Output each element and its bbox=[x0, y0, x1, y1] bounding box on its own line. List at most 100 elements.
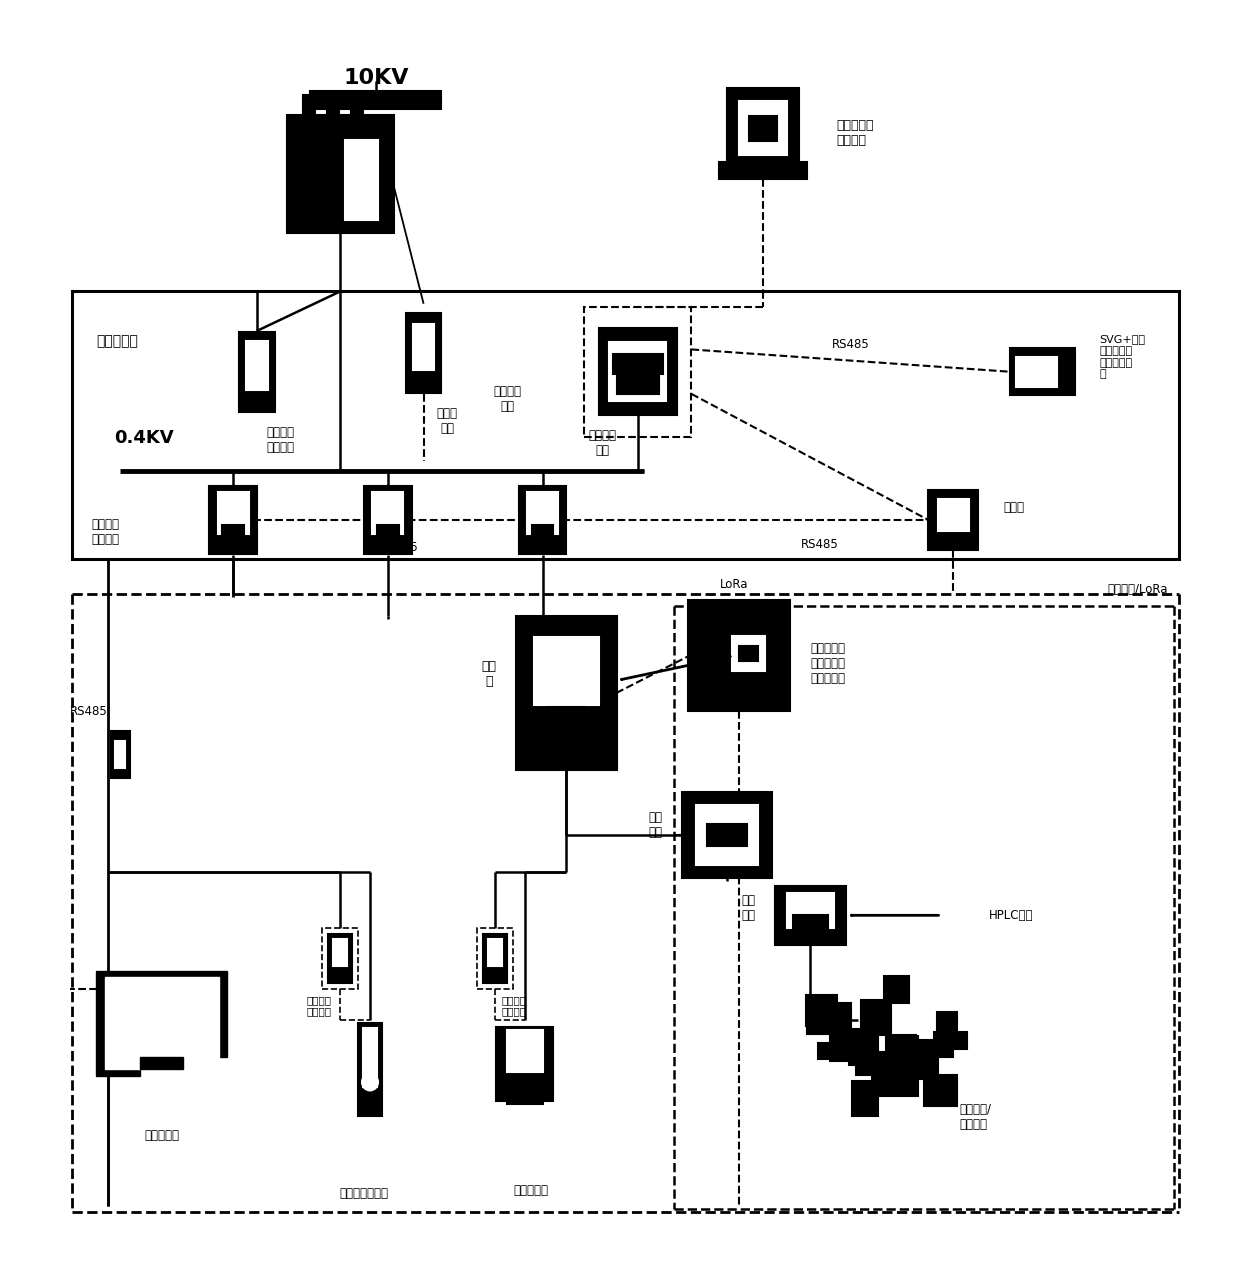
Bar bbox=[857, 1051, 894, 1075]
Bar bbox=[363, 1028, 377, 1088]
Bar bbox=[372, 492, 403, 534]
Bar bbox=[903, 1058, 937, 1079]
Bar bbox=[329, 934, 352, 983]
Bar bbox=[210, 486, 257, 553]
Bar bbox=[247, 341, 268, 390]
Bar bbox=[749, 116, 777, 140]
Text: SVG+电容
器，三相不
平衡调补装
置: SVG+电容 器，三相不 平衡调补装 置 bbox=[1100, 335, 1146, 380]
Text: 10KV: 10KV bbox=[343, 68, 409, 88]
Bar bbox=[110, 731, 129, 779]
Bar bbox=[1016, 356, 1058, 386]
Bar bbox=[304, 95, 315, 120]
Bar bbox=[688, 600, 790, 712]
Bar bbox=[830, 1028, 868, 1062]
Bar bbox=[532, 525, 553, 539]
Bar bbox=[222, 525, 244, 539]
Bar bbox=[487, 938, 502, 967]
Text: 0.4KV: 0.4KV bbox=[114, 430, 174, 448]
Bar bbox=[910, 1040, 954, 1058]
Bar bbox=[884, 976, 909, 1003]
Bar bbox=[496, 1027, 553, 1100]
Text: RS485: RS485 bbox=[381, 541, 419, 553]
Bar bbox=[739, 102, 786, 156]
Bar bbox=[527, 492, 558, 534]
Bar bbox=[849, 1031, 878, 1064]
Bar bbox=[707, 824, 748, 846]
Text: HPLC模块: HPLC模块 bbox=[990, 909, 1033, 921]
Bar bbox=[334, 938, 347, 967]
Bar bbox=[477, 928, 513, 990]
Text: 分布式储能: 分布式储能 bbox=[144, 1129, 180, 1142]
Text: 配电自动化
主站系统: 配电自动化 主站系统 bbox=[837, 120, 874, 147]
Text: 温度传
感器: 温度传 感器 bbox=[436, 407, 458, 435]
Bar bbox=[852, 1081, 878, 1116]
Bar bbox=[310, 91, 441, 108]
Bar bbox=[719, 162, 807, 179]
Bar bbox=[507, 1090, 543, 1104]
Bar bbox=[682, 792, 771, 878]
Text: 电动汽车充电桩: 电动汽车充电桩 bbox=[340, 1187, 388, 1199]
Text: 低压智能
配电开关: 低压智能 配电开关 bbox=[92, 519, 120, 546]
Bar bbox=[861, 1000, 892, 1036]
Text: 集中器: 集中器 bbox=[1003, 501, 1024, 514]
Text: 分布式光伏: 分布式光伏 bbox=[513, 1184, 548, 1197]
Bar bbox=[327, 95, 339, 120]
Bar bbox=[533, 637, 599, 705]
Text: 熔断器式
隔离开关: 熔断器式 隔离开关 bbox=[267, 426, 295, 453]
Bar bbox=[821, 1003, 852, 1027]
Bar bbox=[732, 636, 765, 671]
Bar bbox=[345, 140, 378, 220]
Bar bbox=[365, 486, 412, 553]
Text: 即插即用
通信单元: 即插即用 通信单元 bbox=[501, 995, 527, 1017]
Text: 分支
箱: 分支 箱 bbox=[481, 660, 496, 689]
Text: 低压故障传
感器（分支
监测单元）: 低压故障传 感器（分支 监测单元） bbox=[811, 642, 846, 685]
Bar bbox=[358, 1023, 382, 1116]
Bar bbox=[872, 1060, 919, 1095]
Text: RS485: RS485 bbox=[69, 705, 108, 718]
Bar bbox=[484, 934, 507, 983]
Bar bbox=[786, 893, 835, 928]
Text: 综合配电箱: 综合配电箱 bbox=[97, 333, 139, 347]
Bar bbox=[775, 885, 846, 945]
Bar bbox=[887, 1035, 916, 1050]
Bar bbox=[937, 1012, 957, 1033]
Bar bbox=[218, 492, 248, 534]
Bar bbox=[924, 1075, 957, 1106]
Bar bbox=[807, 1004, 841, 1035]
Bar bbox=[929, 490, 978, 550]
Bar bbox=[934, 1032, 966, 1049]
Bar bbox=[792, 915, 828, 931]
Bar bbox=[696, 806, 758, 865]
Circle shape bbox=[362, 1073, 378, 1091]
Polygon shape bbox=[104, 977, 218, 1068]
Bar bbox=[894, 1036, 918, 1062]
Bar bbox=[584, 306, 692, 436]
Bar bbox=[516, 615, 618, 770]
Text: 微功率小
无线: 微功率小 无线 bbox=[494, 385, 521, 413]
Text: RS485: RS485 bbox=[832, 338, 869, 351]
Bar bbox=[609, 342, 666, 402]
Bar bbox=[413, 323, 434, 371]
Bar bbox=[286, 116, 394, 233]
Bar bbox=[739, 646, 758, 660]
Text: 换相
开关: 换相 开关 bbox=[649, 811, 662, 839]
Bar bbox=[818, 1044, 864, 1059]
Text: 智能配变
终端: 智能配变 终端 bbox=[588, 430, 616, 457]
Bar bbox=[618, 375, 658, 394]
Bar bbox=[322, 928, 358, 990]
Polygon shape bbox=[140, 1058, 184, 1068]
Bar bbox=[727, 88, 799, 169]
Bar bbox=[806, 995, 837, 1026]
Bar bbox=[362, 1095, 378, 1108]
Text: 宽带载波/LoRa: 宽带载波/LoRa bbox=[1107, 583, 1168, 596]
Bar bbox=[507, 1030, 543, 1072]
Bar bbox=[239, 332, 275, 412]
Bar bbox=[405, 313, 441, 394]
Bar bbox=[351, 95, 363, 120]
Polygon shape bbox=[97, 970, 227, 1076]
Bar bbox=[72, 291, 1179, 560]
Bar bbox=[114, 741, 125, 768]
Bar bbox=[599, 328, 677, 414]
Bar bbox=[613, 354, 663, 375]
Bar bbox=[518, 486, 567, 553]
